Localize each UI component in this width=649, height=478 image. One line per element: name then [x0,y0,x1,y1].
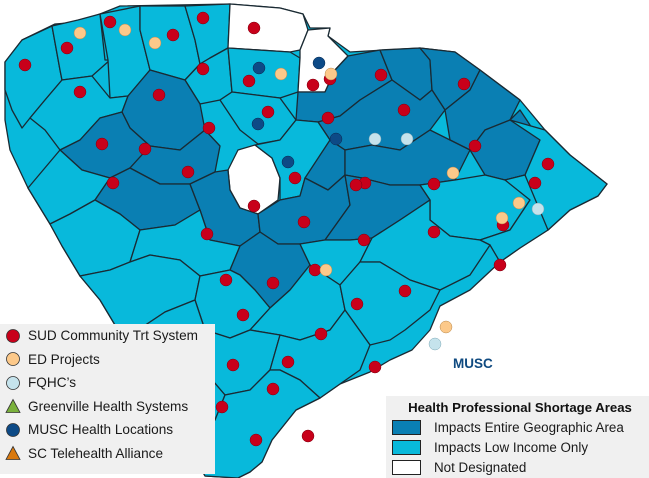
legend-label: Impacts Entire Geographic Area [434,419,624,435]
markers-legend: SUD Community Trt System ED Projects FQH… [0,324,215,474]
dark-blue-swatch [392,419,421,435]
light-blue-circle-icon [6,375,20,390]
county-york [227,3,309,53]
county-chester [227,47,301,99]
legend-label: SC Telehealth Alliance [28,445,164,461]
legend-label: SUD Community Trt System [28,328,198,344]
legend-label: FQHC’s [28,375,77,391]
red-circle-icon [6,328,20,343]
legend-label: Not Designated [434,459,527,475]
legend-item-musc-health: MUSC Health Locations [0,418,215,442]
legend-item-not-designated: Not Designated [386,457,649,477]
legend-label: Greenville Health Systems [28,398,189,414]
musc-health-markers [251,56,343,169]
fqhc-markers [368,132,545,351]
peach-circle-icon [6,352,20,367]
legend-label: Impacts Low Income Only [434,439,589,455]
sud-markers [18,11,555,447]
legend-item-telehealth: SC Telehealth Alliance [0,442,215,466]
legend-item-entire-area: Impacts Entire Geographic Area [386,417,649,437]
legend-label: MUSC Health Locations [28,422,174,438]
hpsa-legend: Health Professional Shortage Areas Impac… [386,396,649,478]
legend-label: ED Projects [28,351,100,367]
legend-item-low-income: Impacts Low Income Only [386,437,649,457]
musc-label: MUSC [453,356,493,371]
orange-triangle-icon [5,445,21,461]
legend-item-sud: SUD Community Trt System [0,324,215,348]
legend-item-greenville: Greenville Health Systems [0,395,215,419]
green-triangle-icon [5,398,21,414]
county-georgetown [479,174,549,263]
white-swatch [392,459,421,475]
legend-item-ed: ED Projects [0,348,215,372]
hpsa-legend-title: Health Professional Shortage Areas [408,400,632,415]
legend-item-fqhc: FQHC’s [0,371,215,395]
marker-layer [18,11,555,447]
navy-circle-icon [6,422,20,437]
ed-markers [73,23,526,334]
cyan-swatch [392,439,421,455]
